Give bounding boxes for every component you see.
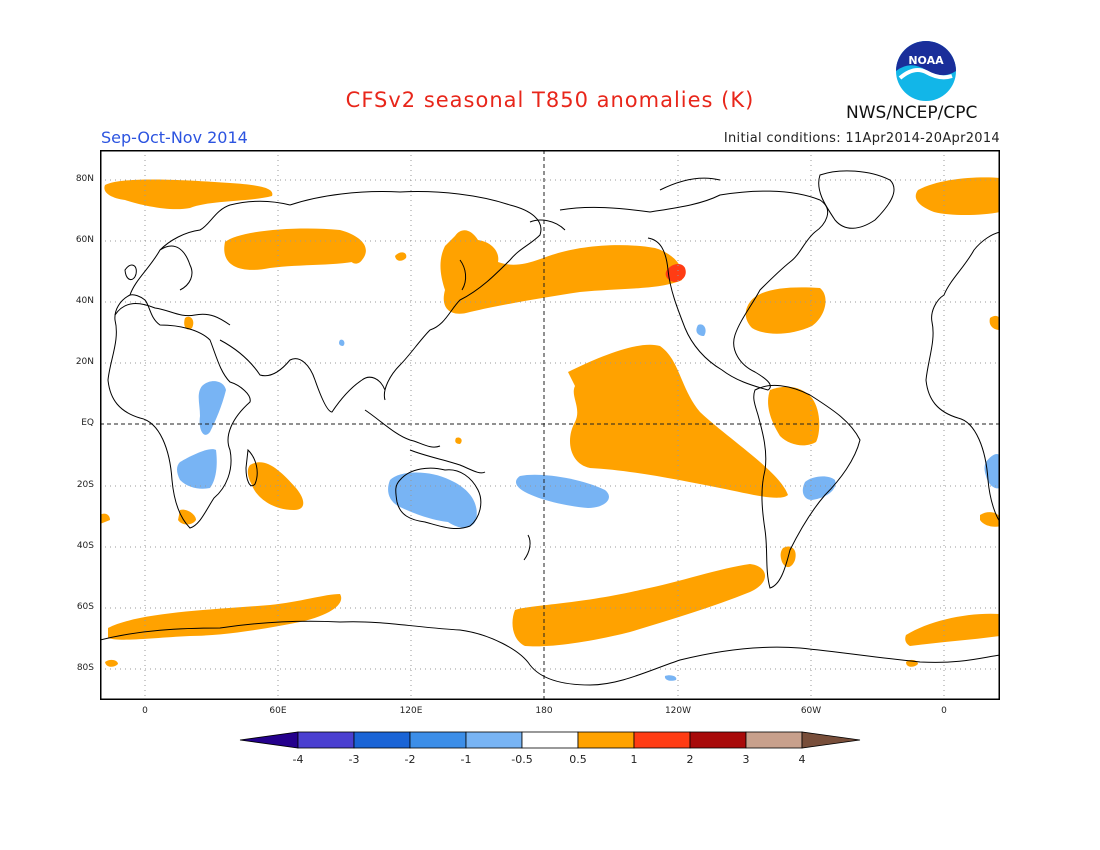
lon-label-120e: 120E <box>399 706 423 716</box>
lat-label-80s: 80S <box>76 663 94 673</box>
legend-swatch <box>577 731 635 749</box>
legend-tick-label: -3 <box>348 753 360 766</box>
equator-and-dateline <box>100 150 1000 700</box>
initial-conditions-label: Initial conditions: 11Apr2014-20Apr2014 <box>723 131 1000 146</box>
legend-tick-label: 2 <box>686 753 694 766</box>
legend-swatch <box>521 731 579 749</box>
lat-label-20n: 20N <box>75 357 94 367</box>
lon-label-180: 180 <box>535 706 553 716</box>
lat-label-40n: 40N <box>75 296 94 306</box>
season-label: Sep-Oct-Nov 2014 <box>101 128 248 147</box>
strong-positive-anomaly-shading <box>665 264 686 282</box>
anomaly-map <box>100 150 1000 700</box>
lat-label-80n: 80N <box>75 174 94 184</box>
coastlines <box>100 170 1000 686</box>
legend-tick-label: 4 <box>798 753 806 766</box>
map-title: CFSv2 seasonal T850 anomalies (K) <box>345 88 755 112</box>
legend-colorbar <box>239 731 861 749</box>
legend-tick-label: -4 <box>292 753 304 766</box>
lat-label-20s: 20S <box>76 480 94 490</box>
legend-swatch <box>745 731 803 749</box>
legend-swatch-max <box>801 731 861 749</box>
agency-label: NWS/NCEP/CPC <box>846 103 978 123</box>
legend-tick-label: 1 <box>630 753 638 766</box>
legend-swatch <box>633 731 691 749</box>
legend-tick-label: 0.5 <box>569 753 587 766</box>
legend-swatch <box>689 731 747 749</box>
legend-swatch-min <box>239 731 299 749</box>
noaa-logo: NOAA <box>896 41 956 101</box>
legend-swatch <box>353 731 411 749</box>
graticule <box>100 150 1000 700</box>
lat-label-60s: 60S <box>76 602 94 612</box>
lat-label-60n: 60N <box>75 235 94 245</box>
legend-tick-label: -0.5 <box>511 753 533 766</box>
lon-label-0-east: 0 <box>941 706 947 716</box>
legend-swatch <box>297 731 355 749</box>
lon-label-60e: 60E <box>269 706 287 716</box>
legend-swatch <box>409 731 467 749</box>
lon-label-60w: 60W <box>800 706 822 716</box>
lon-label-120w: 120W <box>664 706 692 716</box>
noaa-logo-text: NOAA <box>908 54 944 67</box>
lat-label-40s: 40S <box>76 541 94 551</box>
legend-tick-label: -2 <box>404 753 416 766</box>
positive-anomaly-shading <box>100 177 1000 667</box>
legend-tick-label: 3 <box>742 753 750 766</box>
legend-tick-label: -1 <box>460 753 472 766</box>
lon-label-0: 0 <box>142 706 148 716</box>
legend-swatch <box>465 731 523 749</box>
map-frame <box>100 150 1000 700</box>
lat-label-eq: EQ <box>81 418 94 428</box>
